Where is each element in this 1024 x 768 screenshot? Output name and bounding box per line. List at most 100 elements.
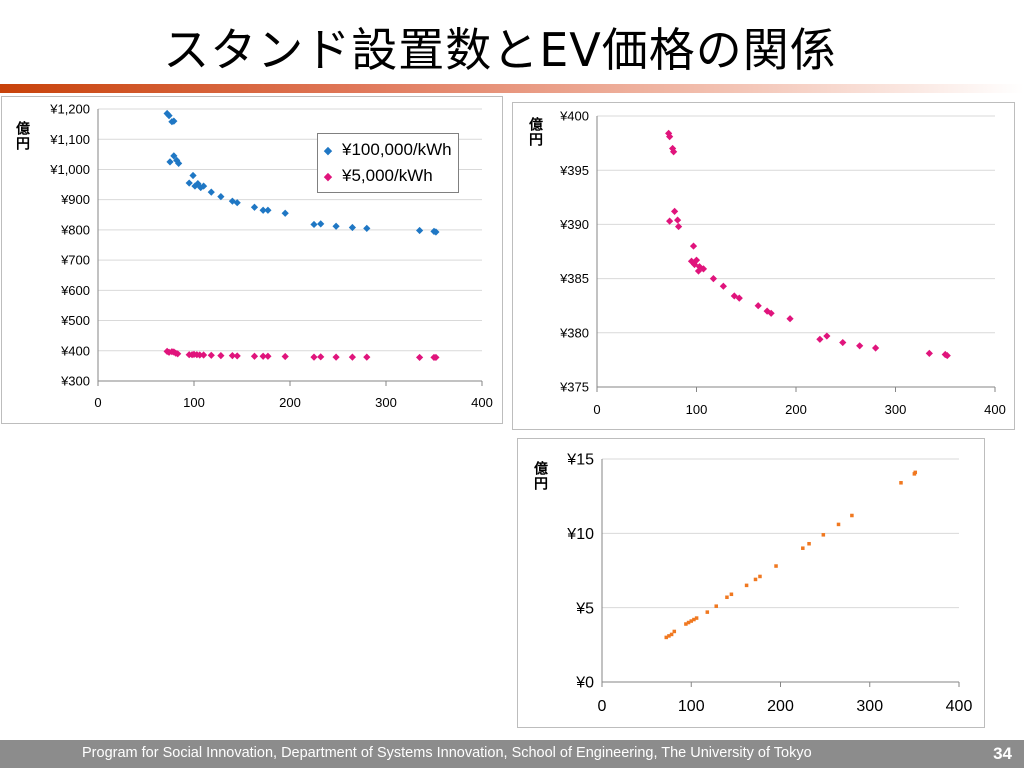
- data-point-series-1: [729, 592, 734, 597]
- data-point-series-1: [839, 338, 847, 347]
- data-point-series-2: [317, 353, 325, 361]
- data-point-series-1: [170, 152, 178, 160]
- x-tick-label: 100: [183, 395, 205, 410]
- chart-2-ylabel: 億円: [527, 117, 543, 147]
- data-point-series-1: [669, 632, 674, 637]
- y-tick-label: ¥390: [559, 217, 589, 232]
- data-point-series-1: [166, 158, 174, 166]
- data-point-series-1: [670, 148, 678, 156]
- data-point-series-1: [692, 617, 696, 622]
- data-point-series-1: [725, 595, 729, 600]
- data-point-series-1: [692, 256, 701, 264]
- x-tick-label: 300: [375, 395, 397, 410]
- data-point-series-1: [850, 513, 854, 518]
- data-point-series-2: [310, 353, 318, 361]
- data-point-series-1: [823, 332, 831, 340]
- y-tick-label: ¥385: [559, 271, 589, 286]
- x-tick-label: 0: [593, 402, 600, 417]
- data-point-series-1: [363, 224, 371, 232]
- data-point-series-1: [872, 344, 880, 352]
- data-point-series-2: [207, 351, 215, 359]
- data-point-series-1: [217, 193, 225, 201]
- data-point-series-1: [672, 629, 677, 634]
- data-point-series-1: [207, 188, 215, 196]
- data-point-series-1: [753, 577, 758, 582]
- data-point-series-2: [217, 352, 225, 360]
- data-point-series-1: [671, 207, 679, 215]
- legend-item-series-1: ◆ ¥100,000/kWh: [322, 137, 452, 163]
- slide-title: スタンド設置数とEV価格の関係: [163, 23, 837, 77]
- chart-3-plot: ¥0 ¥5 ¥10 ¥15 0 100 200 300 400: [566, 452, 973, 715]
- legend-item-series-2: ◆ ¥5,000/kWh: [322, 163, 452, 189]
- data-point-series-2: [200, 351, 208, 359]
- data-point-series-2: [228, 352, 236, 360]
- y-tick-label: ¥1,200: [49, 102, 90, 117]
- data-point-series-1: [348, 223, 356, 232]
- y-tick-label: ¥380: [559, 325, 589, 340]
- data-point-series-1: [332, 222, 340, 230]
- y-tick-label: ¥300: [60, 374, 90, 389]
- data-point-series-1: [667, 634, 671, 638]
- chart-2-plot: ¥375 ¥380 ¥385 ¥390 ¥395 ¥400 0 100 200 300 400: [559, 109, 1006, 417]
- data-point-series-1: [786, 315, 794, 323]
- x-tick-label: 0: [94, 395, 101, 410]
- x-tick-label: 200: [767, 698, 794, 715]
- data-point-series-1: [913, 470, 918, 475]
- data-point-series-1: [416, 226, 424, 235]
- data-point-series-1: [666, 217, 674, 225]
- data-point-series-1: [432, 228, 440, 236]
- data-point-series-1: [666, 132, 674, 141]
- data-point-series-1: [816, 335, 824, 343]
- data-point-series-1: [689, 242, 698, 250]
- diamond-icon: ◆: [323, 144, 333, 157]
- data-point-series-1: [689, 619, 694, 623]
- diamond-icon: ◆: [323, 170, 333, 183]
- y-tick-label: ¥400: [559, 109, 589, 124]
- data-point-series-2: [432, 353, 440, 362]
- footer-text: Program for Social Innovation, Departmen…: [82, 745, 812, 761]
- x-tick-label: 300: [885, 402, 907, 417]
- x-tick-label: 200: [785, 402, 807, 417]
- x-tick-label: 100: [678, 698, 705, 715]
- y-tick-label: ¥10: [566, 526, 594, 543]
- data-point-series-2: [174, 350, 182, 358]
- data-point-series-1: [856, 342, 864, 350]
- y-tick-label: ¥1,000: [49, 162, 90, 177]
- y-tick-label: ¥700: [60, 253, 90, 268]
- x-tick-label: 400: [984, 402, 1006, 417]
- legend-label: ¥100,000/kWh: [342, 140, 452, 159]
- data-point-series-2: [416, 353, 424, 362]
- data-point-series-1: [185, 179, 193, 187]
- data-point-series-1: [281, 209, 289, 217]
- data-point-series-1: [836, 522, 841, 527]
- data-point-series-1: [250, 203, 259, 211]
- y-tick-label: ¥900: [60, 192, 90, 207]
- data-point-series-2: [264, 352, 272, 360]
- y-tick-label: ¥395: [559, 163, 589, 178]
- data-point-series-1: [758, 574, 762, 579]
- data-point-series-1: [264, 206, 272, 214]
- data-point-series-1: [189, 171, 197, 180]
- data-point-series-1: [709, 275, 718, 283]
- data-point-series-2: [196, 351, 204, 359]
- data-point-series-1: [763, 307, 771, 315]
- chart-1-box: 億円 ¥300 ¥400 ¥500 ¥600 ¥700 ¥800 ¥900 ¥1,000 ¥1,…: [1, 96, 503, 424]
- x-tick-label: 100: [686, 402, 708, 417]
- data-point-series-1: [173, 156, 181, 164]
- data-point-series-2: [348, 353, 356, 361]
- x-tick-label: 0: [598, 698, 607, 715]
- data-point-series-1: [664, 635, 669, 640]
- data-point-series-1: [705, 610, 710, 614]
- x-tick-label: 400: [946, 698, 973, 715]
- data-point-series-1: [754, 302, 762, 310]
- chart-2-box: 億円 ¥375 ¥380 ¥385 ¥390 ¥395 ¥400 0 100 200 300 400: [512, 102, 1015, 430]
- chart-1-ylabel: 億円: [14, 121, 30, 151]
- data-point-series-2: [233, 352, 241, 360]
- y-tick-label: ¥800: [60, 222, 90, 237]
- data-point-series-1: [735, 294, 743, 302]
- data-point-series-1: [175, 159, 183, 167]
- data-point-series-1: [170, 117, 178, 125]
- title-divider: [0, 84, 1024, 93]
- data-point-series-1: [259, 206, 267, 214]
- data-point-series-2: [250, 352, 259, 360]
